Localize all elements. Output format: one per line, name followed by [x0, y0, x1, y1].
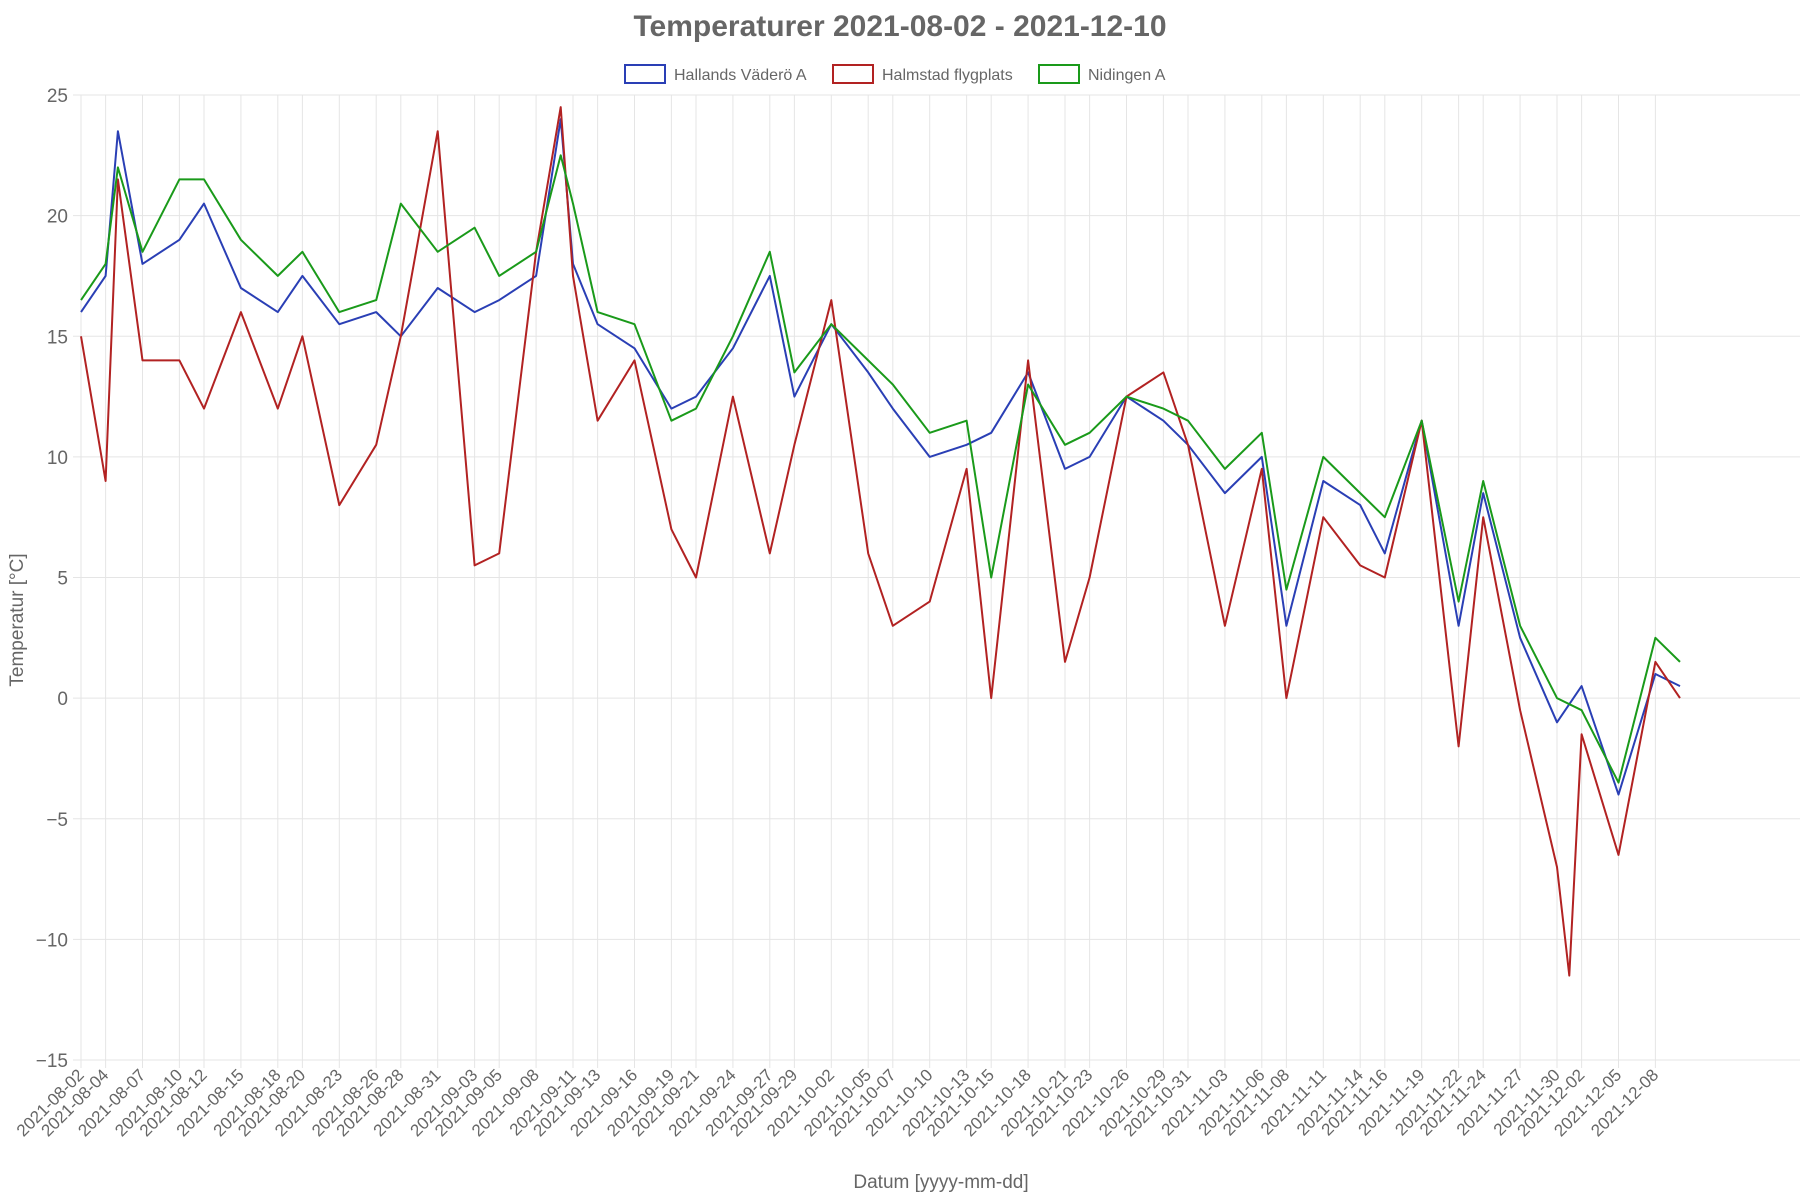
- y-tick-label: 10: [47, 448, 68, 469]
- y-tick-label: 5: [57, 569, 68, 590]
- series-line-1: [80, 118, 1681, 796]
- x-axis-label: Datum [yyyy-mm-dd]: [853, 1172, 1028, 1193]
- series-line-2: [80, 106, 1681, 977]
- y-tick-label: 0: [57, 689, 68, 710]
- x-axis-ticks: 2021-08-022021-08-042021-08-072021-08-10…: [13, 1060, 1662, 1140]
- y-tick-label: 20: [47, 207, 68, 228]
- y-tick-label: −10: [36, 930, 68, 951]
- legend-label: Nidingen A: [1088, 67, 1166, 84]
- series-lines: [80, 106, 1681, 977]
- y-tick-label: 25: [47, 86, 68, 107]
- legend-swatch: [1038, 64, 1080, 84]
- legend-label: Hallands Väderö A: [674, 67, 807, 84]
- y-tick-label: 15: [47, 327, 68, 348]
- y-axis-label: Temperatur [°C]: [7, 553, 28, 686]
- legend: Hallands Väderö A Halmstad flygplats Nidin…: [624, 64, 1166, 84]
- y-tick-label: −15: [36, 1051, 68, 1072]
- grid: [80, 94, 1800, 1061]
- series-line-3: [80, 154, 1681, 784]
- chart-title: Temperaturer 2021-08-02 - 2021-12-10: [633, 10, 1166, 43]
- legend-swatch: [624, 64, 666, 84]
- y-tick-label: −5: [46, 810, 68, 831]
- y-axis-ticks: 25 20 15 10 5 0 −5 −10 −15: [36, 86, 81, 1072]
- legend-label: Halmstad flygplats: [882, 67, 1013, 84]
- legend-swatch: [832, 64, 874, 84]
